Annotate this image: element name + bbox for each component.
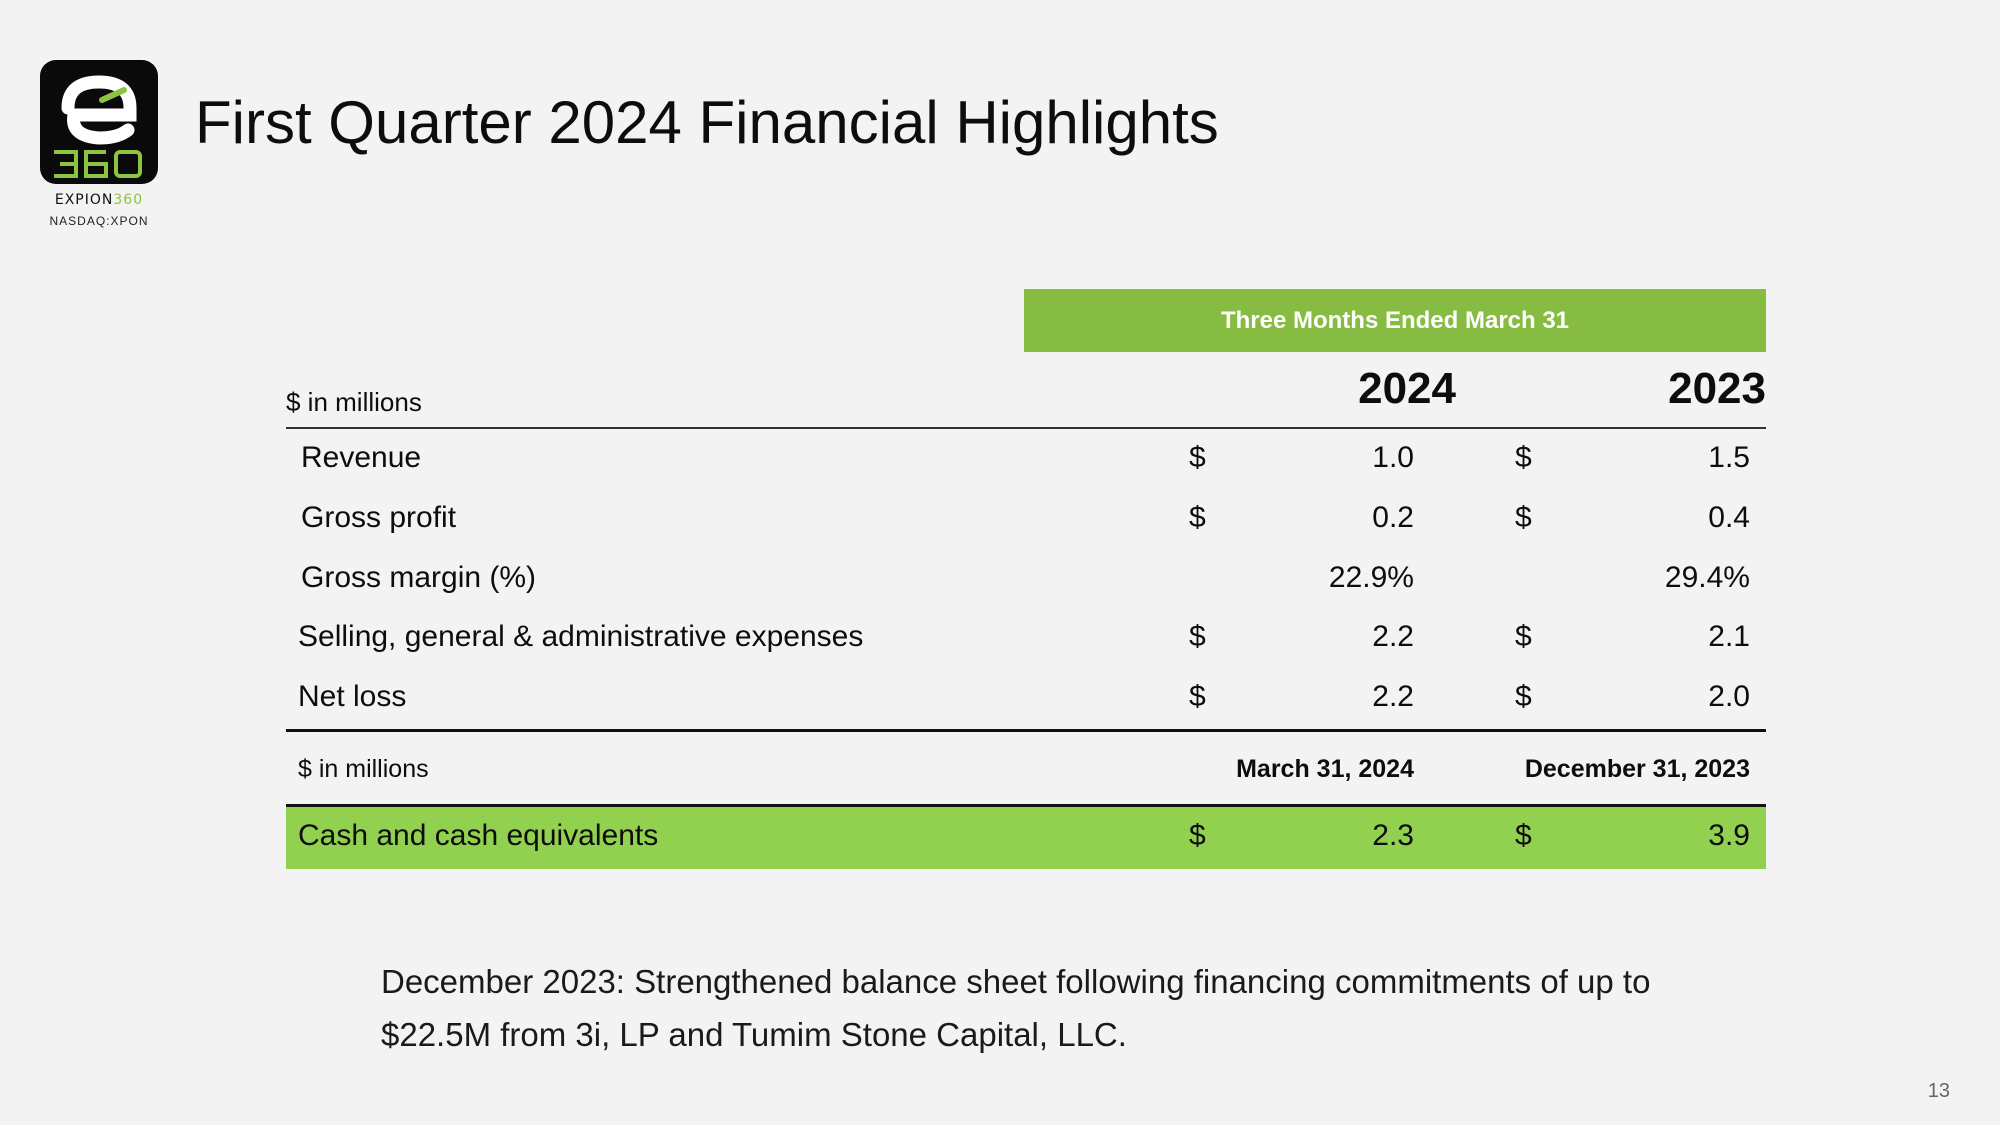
row-label: Gross margin (%)	[301, 561, 537, 594]
row-label: Net loss	[298, 680, 407, 713]
section-divider	[286, 729, 1766, 732]
value-2024: 22.9%	[1328, 561, 1414, 594]
table-row: Net loss $ 2.2 $ 2.0	[286, 680, 1766, 730]
row-label: Selling, general & administrative expens…	[298, 620, 864, 653]
table-row: Gross profit $ 0.2 $ 0.4	[286, 501, 1766, 551]
header-divider	[286, 427, 1766, 429]
currency-symbol: $	[1515, 501, 1532, 534]
balance-divider	[286, 804, 1766, 807]
value-2024: 2.2	[1372, 620, 1414, 653]
period-header: Three Months Ended March 31	[1024, 289, 1766, 352]
value-2023: 2.0	[1708, 680, 1750, 713]
value-2024: 2.2	[1372, 680, 1414, 713]
logo-wordmark: EXPION360	[40, 192, 158, 208]
value-2023: 29.4%	[1664, 561, 1750, 594]
currency-symbol: $	[1515, 680, 1532, 713]
table-row: Gross margin (%) 22.9% 29.4%	[286, 561, 1766, 611]
cash-value-dec-2023: 3.9	[1708, 819, 1750, 852]
value-2024: 0.2	[1372, 501, 1414, 534]
value-2024: 1.0	[1372, 441, 1414, 474]
footnote-lead: December 2023:	[381, 963, 625, 1000]
stock-ticker: NASDAQ:XPON	[49, 214, 149, 228]
currency-symbol: $	[1515, 819, 1532, 852]
row-label: Revenue	[301, 441, 422, 474]
footnote: December 2023: Strengthened balance shee…	[381, 955, 1681, 1061]
currency-symbol: $	[1515, 620, 1532, 653]
value-2023: 1.5	[1708, 441, 1750, 474]
slide-title: First Quarter 2024 Financial Highlights	[195, 89, 1219, 156]
value-2023: 0.4	[1708, 501, 1750, 534]
logo-tile	[40, 60, 158, 184]
row-label: Gross profit	[301, 501, 457, 534]
company-logo: EXPION360 NASDAQ:XPON	[40, 60, 158, 228]
logo-wordmark-suffix: 360	[113, 192, 144, 208]
cash-row: Cash and cash equivalents $ 2.3 $ 3.9	[286, 807, 1766, 869]
cash-label: Cash and cash equivalents	[298, 819, 659, 852]
currency-symbol: $	[1515, 441, 1532, 474]
value-2023: 2.1	[1708, 620, 1750, 653]
currency-symbol: $	[1189, 441, 1206, 474]
currency-symbol: $	[1189, 819, 1206, 852]
year-header-2023: 2023	[1668, 364, 1766, 413]
date-header-dec-2023: December 31, 2023	[1524, 755, 1750, 783]
currency-symbol: $	[1189, 680, 1206, 713]
logo-mark-icon	[54, 75, 142, 178]
table-row: Selling, general & administrative expens…	[286, 620, 1766, 670]
balance-units-label: $ in millions	[298, 755, 429, 783]
footnote-text: Strengthened balance sheet following fin…	[381, 963, 1651, 1053]
currency-symbol: $	[1189, 501, 1206, 534]
currency-symbol: $	[1189, 620, 1206, 653]
year-header-2024: 2024	[1358, 364, 1456, 413]
page-number: 13	[1927, 1080, 1950, 1102]
logo-wordmark-prefix: EXPION	[54, 192, 114, 208]
date-header-mar-2024: March 31, 2024	[1236, 755, 1414, 783]
cash-value-mar-2024: 2.3	[1372, 819, 1414, 852]
units-label: $ in millions	[286, 387, 422, 417]
table-row: Revenue $ 1.0 $ 1.5	[286, 441, 1766, 491]
